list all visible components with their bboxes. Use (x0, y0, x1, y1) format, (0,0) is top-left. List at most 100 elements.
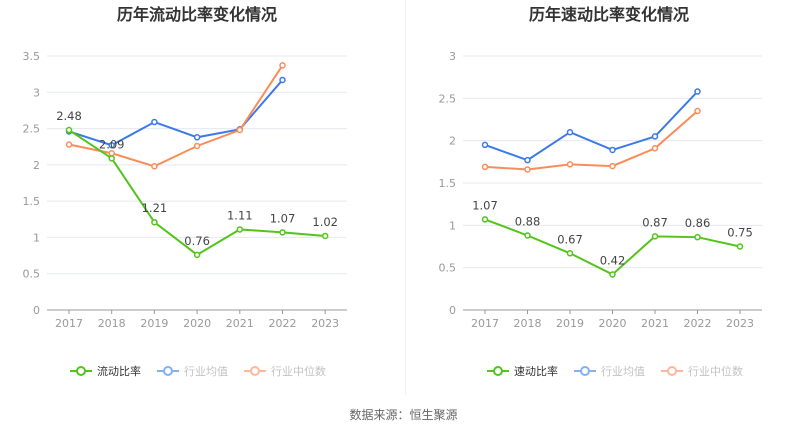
y-tick-label: 1.5 (439, 177, 457, 190)
legend-marker (580, 366, 590, 376)
x-tick-label: 2019 (556, 317, 584, 330)
data-point (694, 88, 701, 95)
y-tick-label: 0 (33, 304, 40, 317)
legend-item[interactable]: 流动比率 (70, 364, 141, 378)
data-label: 1.21 (142, 201, 168, 215)
legend-item[interactable]: 行业均值 (157, 365, 228, 378)
data-point (481, 216, 489, 223)
data-point (481, 141, 489, 149)
legend-item[interactable]: 速动比率 (487, 364, 558, 378)
data-point (694, 107, 701, 115)
data-label: 0.86 (685, 216, 711, 230)
data-label: 2.48 (56, 109, 82, 123)
y-tick-label: 2 (449, 135, 456, 148)
legend-label: 行业均值 (601, 365, 645, 378)
data-point (193, 251, 201, 259)
x-tick-label: 2018 (514, 317, 542, 330)
y-tick-label: 3.5 (23, 50, 41, 63)
data-label: 1.02 (312, 215, 338, 229)
x-tick-label: 2017 (471, 317, 499, 330)
y-tick-label: 3 (449, 50, 456, 63)
data-point (65, 141, 73, 148)
y-tick-label: 3 (33, 86, 40, 99)
data-point (566, 250, 574, 257)
x-tick-label: 2020 (183, 317, 211, 330)
data-point (108, 149, 115, 157)
data-point (736, 243, 744, 250)
data-point (566, 128, 574, 136)
data-point (609, 162, 616, 170)
legend-item[interactable]: 行业均值 (574, 365, 645, 378)
legend-label: 速动比率 (514, 364, 558, 378)
data-point (609, 271, 616, 278)
series-line-1 (68, 79, 284, 147)
data-label: 0.67 (557, 232, 583, 246)
data-point (524, 156, 531, 164)
x-tick-label: 2023 (726, 317, 754, 330)
data-point (481, 163, 489, 171)
y-tick-label: 2 (33, 159, 40, 172)
series-line-2 (484, 110, 699, 171)
data-point (193, 142, 201, 150)
data-label: 0.42 (600, 253, 626, 267)
y-tick-label: 0.5 (439, 262, 457, 275)
data-point (279, 76, 286, 84)
chart-2: 历年速动比率变化情况 0 0.5 1 1.5 2 2.5 3 2017 2018 2019 2020 2… (439, 5, 762, 378)
y-tick-label: 1.5 (23, 195, 41, 208)
divider (405, 0, 406, 395)
data-label: 0.87 (642, 215, 668, 229)
x-tick-label: 2019 (140, 317, 168, 330)
legend-item[interactable]: 行业中位数 (244, 364, 326, 378)
y-tick-label: 2.5 (23, 123, 41, 136)
x-tick-label: 2017 (55, 317, 83, 330)
chart-title: 历年流动比率变化情况 (117, 5, 277, 24)
x-tick-label: 2020 (599, 317, 627, 330)
data-point (236, 226, 244, 233)
data-label: 0.75 (727, 226, 753, 240)
x-tick-label: 2022 (269, 317, 297, 330)
data-point (65, 126, 73, 134)
data-point (108, 142, 115, 149)
legend-label: 流动比率 (97, 364, 141, 378)
data-point (193, 134, 201, 141)
y-tick-label: 2.5 (439, 92, 457, 105)
legend-label: 行业中位数 (271, 364, 326, 378)
data-point (694, 233, 701, 241)
data-label: 1.07 (270, 211, 296, 225)
data-point (151, 118, 158, 126)
y-tick-label: 0.5 (23, 268, 41, 281)
chart-1: 历年流动比率变化情况 0 0.5 1 1.5 2 2.5 3 3.5 2017 2018 2019 20… (23, 5, 347, 378)
legend-marker (250, 366, 260, 376)
series-line-1 (484, 90, 699, 162)
legend-item[interactable]: 行业中位数 (661, 364, 743, 378)
data-label: 1.07 (472, 198, 498, 212)
data-point (151, 218, 158, 226)
data-point (609, 146, 616, 154)
legend-marker (667, 366, 677, 376)
data-point (651, 133, 659, 140)
legend-marker (76, 366, 86, 376)
data-label: 0.76 (184, 234, 210, 248)
data-point (651, 233, 659, 240)
data-point (566, 161, 574, 168)
data-point (108, 155, 115, 162)
legend-marker (163, 366, 173, 376)
data-point (524, 232, 531, 239)
x-tick-label: 2023 (311, 317, 339, 330)
legend-label: 行业均值 (184, 365, 228, 378)
legend-marker (493, 366, 503, 376)
chart-title: 历年速动比率变化情况 (529, 5, 689, 24)
x-tick-label: 2021 (226, 317, 254, 330)
data-point (236, 126, 244, 134)
data-point (321, 232, 329, 240)
y-tick-label: 1 (33, 231, 40, 244)
x-tick-label: 2018 (98, 317, 126, 330)
x-tick-label: 2021 (641, 317, 669, 330)
data-label: 1.11 (227, 208, 253, 222)
legend-label: 行业中位数 (688, 364, 743, 378)
series-line-2 (68, 64, 284, 168)
data-point (524, 166, 531, 173)
data-point (151, 163, 158, 170)
data-point (279, 229, 286, 236)
